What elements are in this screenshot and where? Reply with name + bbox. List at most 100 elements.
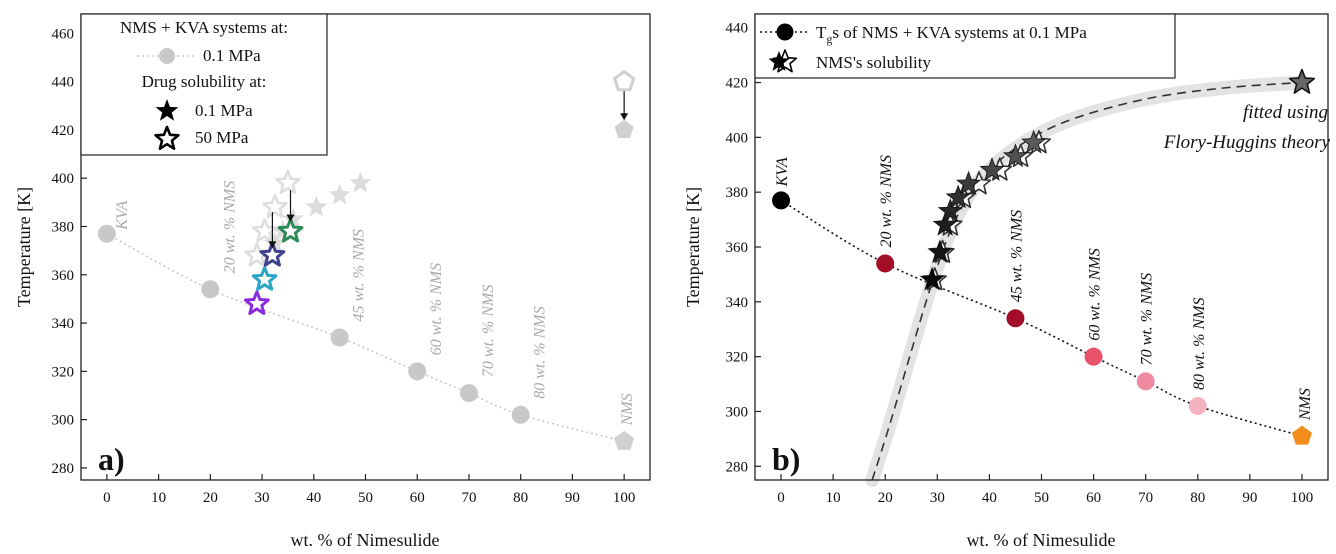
x-tick-label: 10: [151, 490, 166, 506]
x-tick-label: 70: [461, 490, 476, 506]
tg-point-label: NMS: [619, 393, 636, 426]
x-tick-label: 90: [565, 490, 580, 506]
tg-point-label: NMS: [1297, 388, 1314, 421]
tg-point: [97, 224, 116, 243]
highlight-solubility-star: [251, 266, 278, 291]
legend-filled-star-icon: [155, 99, 179, 121]
solubility-star-01mpa: [349, 171, 372, 193]
y-tick-label: 340: [52, 316, 75, 332]
panel-label: b): [772, 441, 800, 477]
legend: NMS + KVA systems at: 0.1 MPa Drug solub…: [80, 13, 328, 156]
tg-point-label: 20 wt. % NMS: [878, 155, 895, 247]
highlight-solubility-star: [243, 290, 270, 315]
legend-item: Tgs of NMS + KVA systems at 0.1 MPa: [816, 23, 1087, 46]
x-tick-label: 60: [410, 490, 425, 506]
legend-header: NMS + KVA systems at:: [120, 18, 288, 37]
x-tick-label: 100: [613, 490, 636, 506]
arrow-head-icon: [620, 113, 629, 121]
legend-item: NMS's solubility: [816, 53, 932, 72]
tg-trend-line: [106, 232, 625, 443]
tg-point: [459, 384, 478, 403]
y-tick-label: 320: [726, 350, 749, 366]
fit-annotation: fitted using: [1243, 102, 1328, 123]
x-tick-label: 50: [358, 490, 373, 506]
x-tick-label: 100: [1291, 490, 1314, 506]
tg-point: [1136, 372, 1155, 391]
x-tick-label: 80: [513, 490, 528, 506]
tg-point-label: 45 wt. % NMS: [1008, 210, 1025, 302]
solubility-star-01mpa: [305, 195, 328, 217]
panel-label: a): [98, 441, 125, 477]
y-tick-label: 320: [52, 364, 75, 380]
y-tick-label: 420: [52, 123, 75, 139]
tg-point-label: 80 wt. % NMS: [1191, 298, 1208, 390]
tg-point-label: 70 wt. % NMS: [1139, 273, 1156, 365]
tg-point: [1084, 347, 1103, 366]
y-tick-label: 280: [52, 461, 75, 477]
y-tick-label: 280: [726, 459, 749, 475]
x-tick-label: 0: [103, 490, 111, 506]
solubility-star-filled: [927, 239, 953, 264]
tg-point: [201, 280, 220, 299]
y-tick-label: 300: [726, 404, 749, 420]
legend-circle-icon: [159, 48, 175, 64]
y-tick-label: 360: [726, 240, 749, 256]
x-tick-label: 0: [777, 490, 785, 506]
legend-item: 0.1 MPa: [195, 101, 253, 120]
legend-open-star-icon: [154, 125, 180, 151]
x-axis-label: wt. % of Nimesulide: [291, 530, 440, 550]
legend-star-icon: [768, 49, 798, 73]
x-tick-label: 30: [930, 490, 945, 506]
tg-point-label: 60 wt. % NMS: [428, 263, 445, 355]
solubility-star-filled: [1288, 68, 1316, 94]
solubility-star-filled: [1002, 143, 1028, 168]
tg-point-label: 60 wt. % NMS: [1087, 248, 1104, 340]
tg-point: [1188, 396, 1207, 415]
legend-item: 50 MPa: [195, 128, 249, 147]
y-axis-label: Temperature [K]: [14, 187, 34, 307]
tg-point-label: KVA: [774, 157, 791, 187]
y-tick-label: 440: [726, 21, 749, 37]
y-tick-label: 340: [726, 295, 749, 311]
legend-circle-icon: [776, 23, 794, 41]
tg-point-label: 80 wt. % NMS: [532, 306, 549, 398]
tg-point-nms: [1291, 425, 1312, 445]
legend-item: 0.1 MPa: [203, 46, 261, 65]
y-tick-label: 380: [726, 185, 749, 201]
panel-b: KVA 20 wt. % NMS 45 wt. % NMS 60 wt. % NMS 7…: [683, 13, 1331, 550]
tg-point: [330, 328, 349, 347]
x-tick-label: 20: [878, 490, 893, 506]
tg-point-nms: [614, 430, 635, 450]
panel-a: KVA 20 wt. % NMS 45 wt. % NMS 60 wt. % NMS 7…: [14, 13, 651, 550]
tg-point: [772, 191, 791, 210]
tg-point-label: 45 wt. % NMS: [351, 229, 368, 321]
legend-box: [754, 13, 1176, 79]
solubility-star-filled: [919, 266, 945, 291]
legend: Tgs of NMS + KVA systems at 0.1 MPa NMS'…: [754, 13, 1176, 79]
tg-point-label: 70 wt. % NMS: [480, 285, 497, 377]
x-tick-label: 20: [203, 490, 218, 506]
solubility-star-filled: [945, 184, 971, 209]
x-tick-label: 70: [1138, 490, 1153, 506]
x-tick-label: 40: [306, 490, 321, 506]
solubility-star-50mpa: [275, 169, 301, 195]
y-tick-label: 300: [52, 413, 75, 429]
y-tick-label: 440: [52, 75, 75, 91]
tg-trend-line: [780, 199, 1303, 437]
highlight-solubility-star: [259, 241, 286, 267]
solubility-star-01mpa: [328, 183, 351, 205]
legend-header: Drug solubility at:: [142, 72, 267, 91]
x-axis-label: wt. % of Nimesulide: [967, 530, 1116, 550]
y-tick-label: 360: [52, 268, 75, 284]
solubility-star-01mpa: [282, 207, 305, 229]
tg-point: [511, 405, 530, 424]
y-tick-label: 400: [52, 171, 75, 187]
solubility-star-filled: [1021, 129, 1047, 154]
x-tick-label: 90: [1242, 490, 1257, 506]
y-tick-label: 460: [52, 26, 75, 42]
x-tick-label: 10: [826, 490, 841, 506]
solubility-star-filled: [956, 170, 982, 195]
nms-point-50mpa: [612, 69, 636, 92]
solubility-star-filled: [937, 198, 963, 223]
